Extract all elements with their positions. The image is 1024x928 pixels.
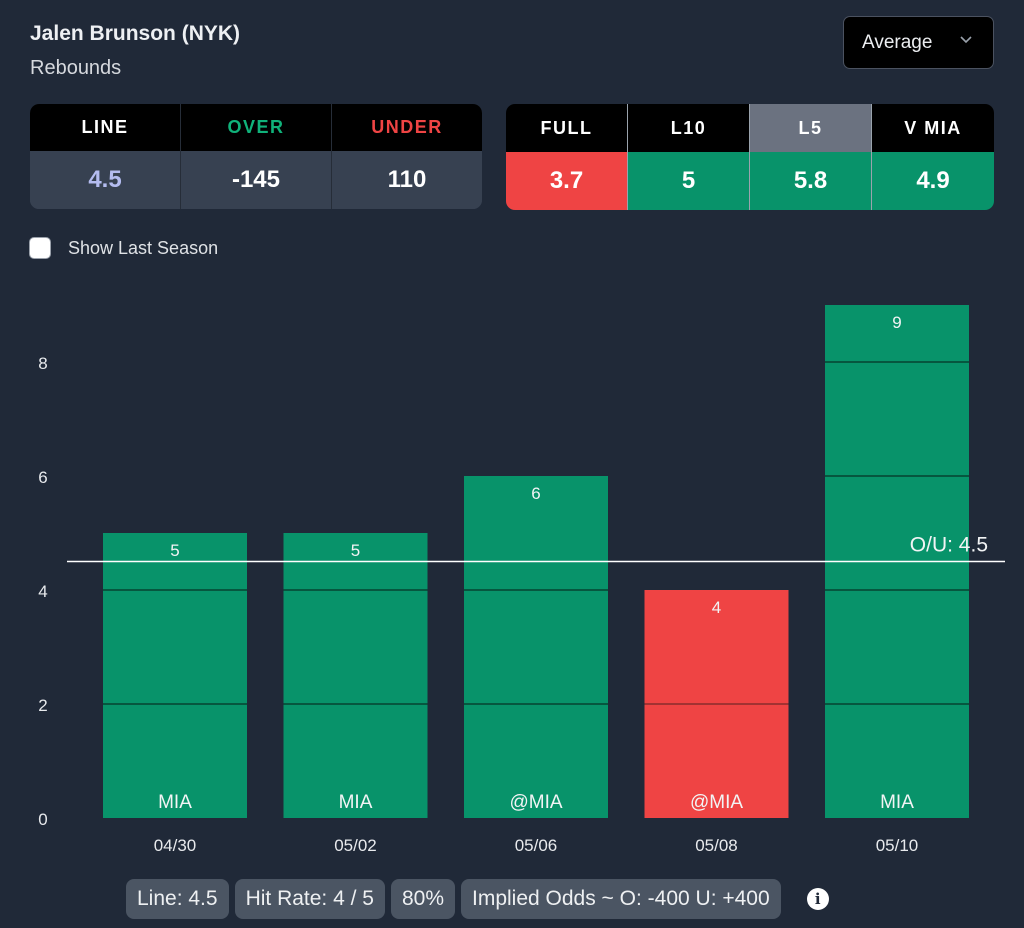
avg-column-full[interactable]: FULL 3.7 xyxy=(506,104,628,210)
bar-05-06 xyxy=(464,476,608,818)
info-icon[interactable]: i xyxy=(806,888,829,910)
stat-subtitle: Rebounds xyxy=(30,57,122,79)
bar-value-label: 5 xyxy=(170,541,179,560)
show-last-season-toggle[interactable]: Show Last Season xyxy=(29,237,218,259)
bar-value-label: 4 xyxy=(712,598,721,617)
tab-l5[interactable]: L5 xyxy=(750,104,871,152)
under-odds-value: 110 xyxy=(332,151,482,209)
x-tick-label: 05/06 xyxy=(515,836,558,855)
rebounds-bar-chart: 0 2 4 6 8 5 MIA 04/30 5 MIA 05/02 6 @MIA 05/06 4 @MIA 05… xyxy=(38,305,1005,855)
avg-column-l10[interactable]: L10 5 xyxy=(628,104,750,210)
y-tick-label-0: 0 xyxy=(38,810,47,829)
y-tick-label-4: 4 xyxy=(38,582,47,601)
tab-vs-mia[interactable]: V MIA xyxy=(872,104,994,152)
ou-reference-label: O/U: 4.5 xyxy=(910,534,988,557)
over-column: OVER -145 xyxy=(181,104,332,209)
y-tick-label-6: 6 xyxy=(38,468,47,487)
average-table: FULL 3.7 L10 5 L5 5.8 V MIA 4.9 xyxy=(506,104,994,210)
bar-value-label: 6 xyxy=(531,484,540,503)
over-header: OVER xyxy=(181,104,331,151)
bar-opponent-label: @MIA xyxy=(690,792,743,813)
dropdown-selected-value: Average xyxy=(862,31,933,53)
show-last-season-label: Show Last Season xyxy=(68,237,219,258)
bar-04-30 xyxy=(103,533,247,818)
x-tick-label: 05/08 xyxy=(695,836,738,855)
line-column: LINE 4.5 xyxy=(30,104,181,209)
average-dropdown[interactable]: Average xyxy=(843,16,994,69)
avg-value-l10: 5 xyxy=(628,152,749,210)
bar-opponent-label: @MIA xyxy=(509,792,562,813)
avg-column-l5[interactable]: L5 5.8 xyxy=(750,104,872,210)
over-odds-value: -145 xyxy=(181,151,331,209)
line-pill: Line: 4.5 xyxy=(126,879,229,919)
line-value: 4.5 xyxy=(30,151,180,209)
player-title: Jalen Brunson (NYK) xyxy=(30,22,241,45)
chevron-down-icon xyxy=(960,36,972,44)
hit-rate-pill: Hit Rate: 4 / 5 xyxy=(234,879,385,919)
bar-value-label: 9 xyxy=(892,313,901,332)
x-tick-label: 05/10 xyxy=(876,836,919,855)
avg-value-vs-mia: 4.9 xyxy=(872,152,994,210)
hit-percent-pill: 80% xyxy=(390,879,455,919)
bar-value-label: 5 xyxy=(351,541,360,560)
under-column: UNDER 110 xyxy=(332,104,482,209)
odds-table: LINE 4.5 OVER -145 UNDER 110 xyxy=(30,104,482,209)
y-tick-label-2: 2 xyxy=(38,696,47,715)
avg-value-full: 3.7 xyxy=(506,152,627,210)
tab-full[interactable]: FULL xyxy=(506,104,627,152)
bar-05-02 xyxy=(283,533,428,818)
implied-odds-pill: Implied Odds ~ O: -400 U: +400 xyxy=(461,879,781,919)
bar-opponent-label: MIA xyxy=(880,792,914,813)
under-header: UNDER xyxy=(332,104,482,151)
bar-opponent-label: MIA xyxy=(158,792,192,813)
y-tick-label-8: 8 xyxy=(38,354,47,373)
tab-l10[interactable]: L10 xyxy=(628,104,749,152)
show-last-season-checkbox[interactable] xyxy=(29,237,51,259)
x-tick-label: 04/30 xyxy=(154,836,197,855)
summary-footer: Line: 4.5 Hit Rate: 4 / 5 80% Implied Od… xyxy=(126,879,829,919)
line-header: LINE xyxy=(30,104,180,151)
avg-value-l5: 5.8 xyxy=(750,152,871,210)
bar-opponent-label: MIA xyxy=(339,792,373,813)
x-tick-label: 05/02 xyxy=(334,836,377,855)
avg-column-vs-mia[interactable]: V MIA 4.9 xyxy=(872,104,994,210)
